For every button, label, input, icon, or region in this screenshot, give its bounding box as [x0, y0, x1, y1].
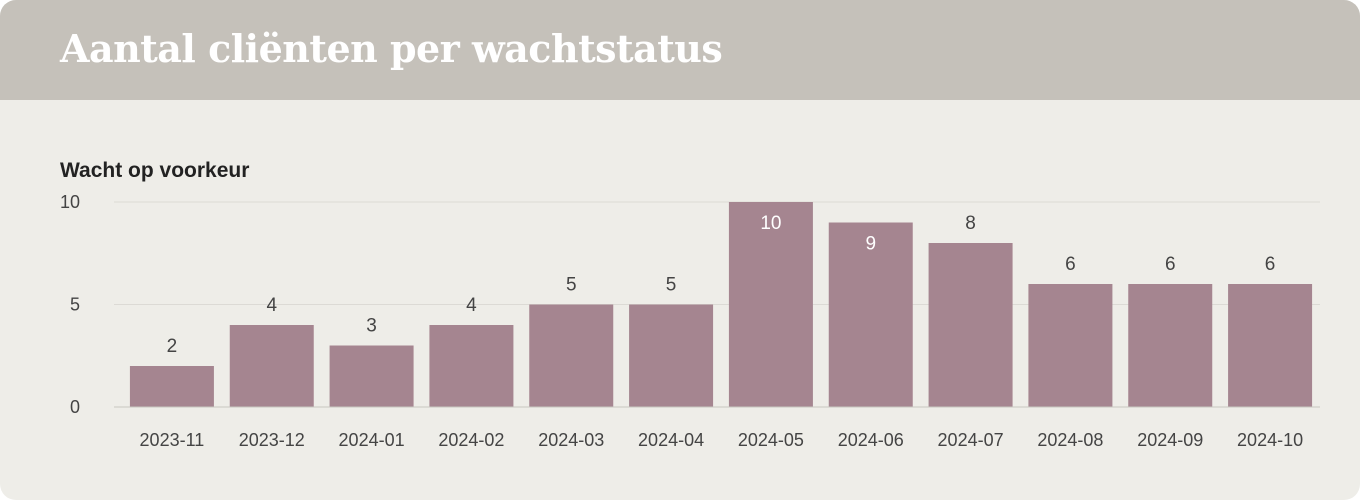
bar[interactable]: [1028, 284, 1113, 407]
x-tick-label: 2024-05: [738, 430, 804, 450]
bar[interactable]: [129, 366, 214, 407]
bar[interactable]: [828, 222, 913, 408]
data-label: 5: [566, 275, 577, 296]
x-tick-label: 2024-07: [938, 430, 1004, 450]
y-tick-label: 5: [70, 295, 80, 315]
data-label: 6: [1165, 254, 1176, 275]
data-label: 3: [366, 316, 377, 337]
page-title: Aantal cliënten per wachtstatus: [60, 26, 723, 71]
data-label: 8: [965, 213, 976, 234]
x-tick-label: 2024-02: [438, 430, 504, 450]
y-tick-label: 0: [70, 397, 80, 417]
x-tick-label: 2024-06: [838, 430, 904, 450]
data-label: 10: [760, 213, 781, 234]
data-label: 2: [167, 336, 178, 357]
x-tick-label: 2024-01: [339, 430, 405, 450]
x-tick-label: 2024-08: [1037, 430, 1103, 450]
chart-subtitle: Wacht op voorkeur: [60, 159, 250, 182]
bar[interactable]: [629, 304, 714, 408]
y-tick-label: 10: [60, 192, 80, 212]
bar[interactable]: [1228, 284, 1313, 407]
data-label: 6: [1265, 254, 1276, 275]
bar[interactable]: [429, 325, 514, 407]
x-tick-label: 2024-10: [1237, 430, 1303, 450]
bar[interactable]: [1128, 284, 1213, 407]
x-tick-label: 2023-12: [239, 430, 305, 450]
bar[interactable]: [529, 304, 614, 408]
data-label: 4: [266, 295, 277, 316]
bar[interactable]: [728, 202, 813, 407]
data-label: 4: [466, 295, 477, 316]
x-tick-label: 2024-09: [1137, 430, 1203, 450]
data-label: 5: [666, 275, 677, 296]
x-tick-label: 2023-11: [140, 430, 205, 450]
bar[interactable]: [329, 345, 414, 408]
bar[interactable]: [229, 325, 314, 407]
x-tick-label: 2024-04: [638, 430, 704, 450]
bar[interactable]: [928, 243, 1013, 407]
data-label: 9: [865, 234, 876, 255]
data-label: 6: [1065, 254, 1076, 275]
x-tick-label: 2024-03: [538, 430, 604, 450]
card-header: Aantal cliënten per wachtstatus: [0, 0, 1360, 100]
